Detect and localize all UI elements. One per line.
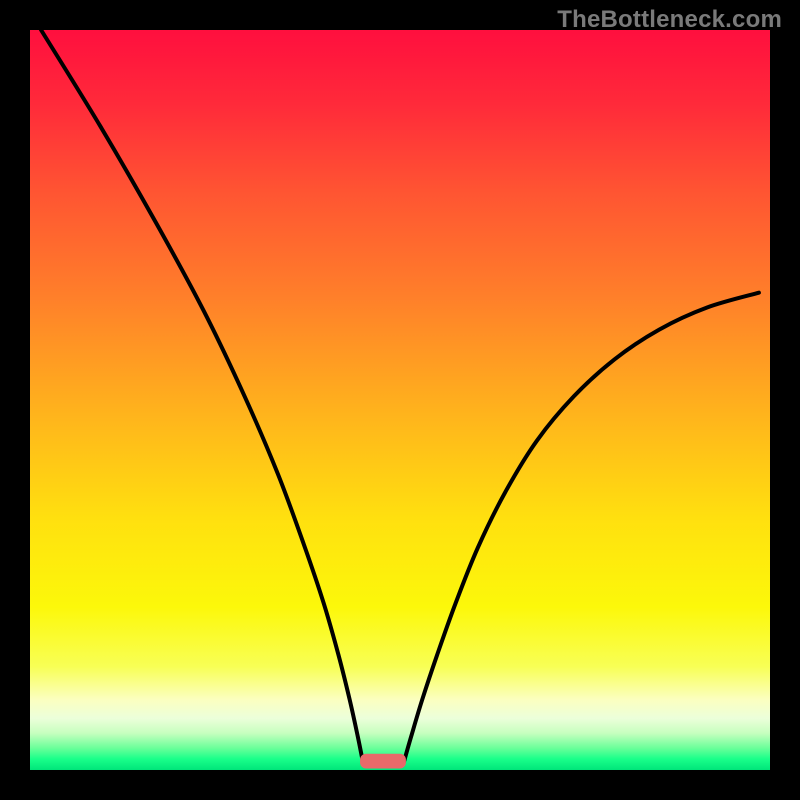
watermark-text: TheBottleneck.com bbox=[557, 6, 782, 34]
bottleneck-chart bbox=[0, 0, 800, 800]
plot-area bbox=[30, 30, 770, 770]
bottleneck-marker bbox=[360, 754, 406, 769]
chart-stage: TheBottleneck.com bbox=[0, 0, 800, 800]
